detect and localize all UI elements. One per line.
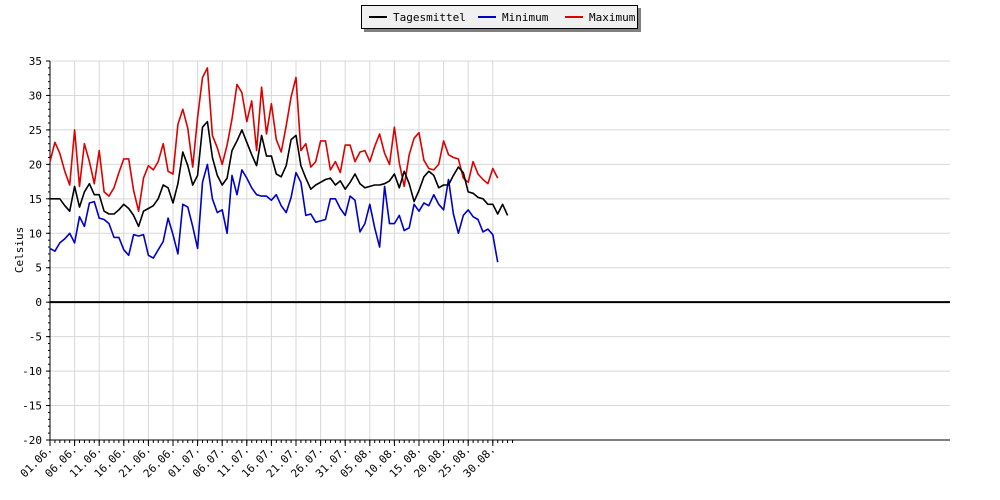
y-tick-label: 35 [29,55,42,68]
y-tick-label: 5 [35,262,42,275]
series-line-maximum [49,67,499,212]
y-tick-label: -10 [22,365,42,378]
y-tick-label: -5 [29,331,42,344]
y-tick-label: 25 [29,124,42,137]
y-tick-label: 30 [29,89,42,102]
legend-item-minimum: Minimum [478,10,548,24]
y-tick-label: -15 [22,400,42,413]
legend-swatch-maximum [565,16,583,18]
y-tick-label: -20 [22,434,42,447]
legend-item-tagesmittel: Tagesmittel [369,10,466,24]
legend-label-tagesmittel: Tagesmittel [393,10,466,24]
legend-swatch-minimum [478,16,496,18]
y-tick-label: 20 [29,158,42,171]
legend: Tagesmittel Minimum Maximum [361,5,638,29]
legend-label-maximum: Maximum [589,10,636,24]
legend-label-minimum: Minimum [502,10,549,24]
series-line-minimum [49,163,499,263]
y-tick-label: 15 [29,193,42,206]
y-axis-label: Celsius [13,227,26,273]
legend-swatch-tagesmittel [369,16,387,18]
y-tick-label: 0 [35,296,42,309]
series-lines [49,67,509,263]
legend-item-maximum: Maximum [565,10,635,24]
series-line-tagesmittel [50,120,509,228]
axes [46,60,950,446]
y-tick-label: 10 [29,227,42,240]
